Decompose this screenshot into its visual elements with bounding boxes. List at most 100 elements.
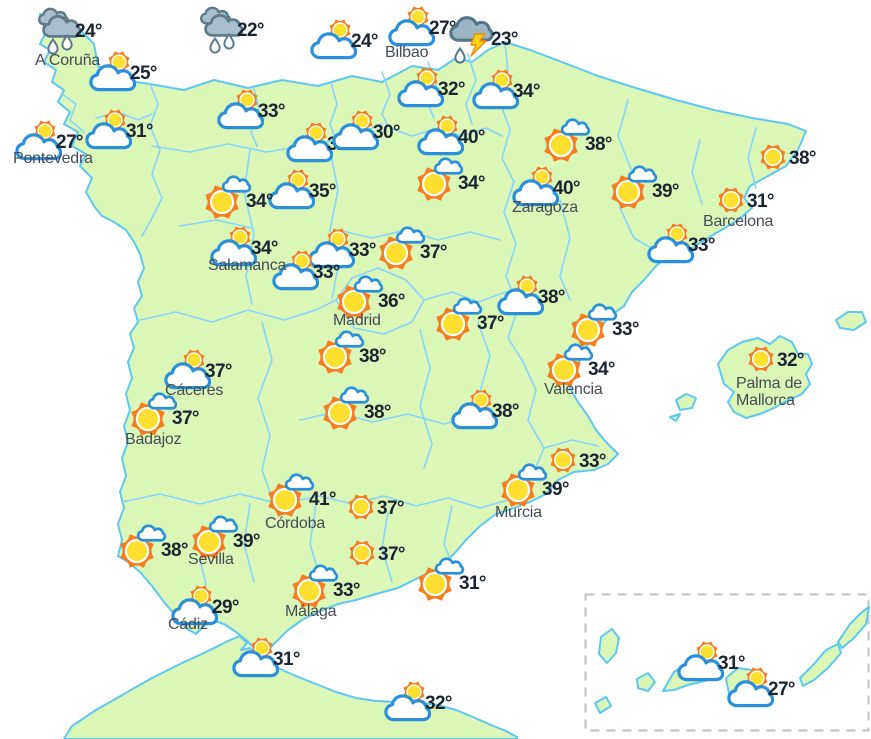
- weather-station: 38°: [309, 327, 387, 383]
- temperature-label: 31°: [273, 648, 301, 670]
- temperature-label: 39°: [233, 530, 261, 552]
- city-label: Málaga: [285, 603, 337, 620]
- city-label: A Coruña: [35, 52, 101, 69]
- weather-station: 38°: [111, 521, 189, 577]
- temperature-label: 37°: [377, 497, 405, 519]
- temperature-label: 32°: [425, 692, 453, 714]
- temperature-label: 32°: [438, 78, 466, 100]
- temperature-label: 38°: [492, 400, 520, 422]
- temperature-label: 38°: [359, 345, 387, 367]
- city-label: Madrid: [333, 312, 381, 329]
- temperature-label: 33°: [688, 234, 716, 256]
- mostly-sunny-icon: [370, 223, 426, 279]
- weather-station: 32°: [396, 64, 466, 112]
- mostly-sunny-icon: [535, 115, 591, 171]
- sun-cloud-icon: [84, 106, 132, 154]
- city-label: Barcelona: [703, 213, 774, 230]
- mostly-sunny-icon: [408, 154, 464, 210]
- weather-station: 39°: [183, 512, 261, 568]
- sun-cloud-icon: [646, 220, 694, 268]
- temperature-label: 40°: [553, 177, 581, 199]
- sun-cloud-icon: [267, 166, 315, 214]
- temperature-label: 31°: [747, 190, 775, 212]
- sun-cloud-icon: [231, 634, 279, 682]
- sun-cloud-icon: [216, 86, 264, 134]
- temperature-label: 29°: [212, 596, 240, 618]
- weather-station: 34°: [408, 154, 486, 210]
- sun-cloud-icon: [170, 582, 218, 630]
- temperature-label: 33°: [612, 318, 640, 340]
- rain-icon: [197, 4, 243, 54]
- temperature-label: 33°: [333, 579, 361, 601]
- sunny-icon: [739, 337, 783, 381]
- weather-station: 32°: [739, 337, 805, 381]
- mostly-sunny-icon: [538, 340, 594, 396]
- weather-station: 37°: [163, 346, 233, 394]
- weather-station: 35°: [267, 166, 337, 214]
- city-label: Salamanca: [208, 257, 287, 274]
- sun-cloud-icon: [511, 163, 559, 211]
- sunny-icon: [339, 485, 383, 529]
- city-label: Murcia: [495, 504, 542, 521]
- sun-cloud-icon: [383, 678, 431, 726]
- weather-station: 31°: [409, 554, 487, 610]
- temperature-label: 38°: [538, 286, 566, 308]
- sun-cloud-icon: [285, 119, 333, 167]
- weather-station: 31°: [231, 634, 301, 682]
- weather-station: 38°: [535, 115, 613, 171]
- city-label: Bilbao: [385, 44, 429, 61]
- weather-station: 37°: [122, 389, 200, 445]
- mostly-sunny-icon: [562, 300, 618, 356]
- balearic-islands: [669, 311, 867, 422]
- weather-station: 31°: [676, 638, 746, 686]
- temperature-label: 34°: [458, 172, 486, 194]
- weather-station: 34°: [209, 223, 279, 271]
- temperature-label: 38°: [161, 539, 189, 561]
- temperature-label: 34°: [588, 358, 616, 380]
- weather-station: 37°: [340, 531, 406, 575]
- weather-station: 27°: [387, 3, 457, 51]
- temperature-label: 31°: [718, 652, 746, 674]
- mostly-sunny-icon: [196, 172, 252, 228]
- sun-cloud-icon: [307, 225, 355, 273]
- weather-station: 33°: [646, 220, 716, 268]
- temperature-label: 34°: [251, 237, 279, 259]
- sun-cloud-icon: [396, 64, 444, 112]
- weather-station: 30°: [331, 107, 401, 155]
- temperature-label: 33°: [313, 261, 341, 283]
- sun-cloud-icon: [163, 346, 211, 394]
- weather-station: 37°: [339, 485, 405, 529]
- temperature-label: 37°: [172, 407, 200, 429]
- weather-station: 33°: [541, 438, 607, 482]
- weather-station: 34°: [538, 340, 616, 396]
- sun-cloud-icon: [471, 66, 519, 114]
- temperature-label: 39°: [542, 478, 570, 500]
- sun-cloud-icon: [209, 223, 257, 271]
- sunny-icon: [541, 438, 585, 482]
- sunny-icon: [709, 178, 753, 222]
- temperature-label: 24°: [351, 30, 379, 52]
- weather-station: 33°: [562, 300, 640, 356]
- weather-station: 24°: [309, 16, 379, 64]
- mostly-sunny-icon: [309, 327, 365, 383]
- temperature-label: 37°: [420, 241, 448, 263]
- temperature-label: 38°: [789, 147, 817, 169]
- sunny-icon: [751, 135, 795, 179]
- temperature-label: 22°: [237, 19, 265, 41]
- weather-station: 24°: [35, 5, 103, 55]
- weather-station: 31°: [709, 178, 775, 222]
- city-label: Valencia: [544, 381, 603, 398]
- mostly-sunny-icon: [111, 521, 167, 577]
- city-label: Cáceres: [165, 382, 224, 399]
- mostly-sunny-icon: [259, 470, 315, 526]
- weather-station: 33°: [283, 561, 361, 617]
- weather-station: 38°: [450, 386, 520, 434]
- temperature-label: 31°: [126, 120, 154, 142]
- temperature-label: 24°: [75, 20, 103, 42]
- temperature-label: 38°: [585, 133, 613, 155]
- sun-cloud-icon: [450, 386, 498, 434]
- weather-station: 33°: [216, 86, 286, 134]
- mostly-sunny-icon: [409, 554, 465, 610]
- weather-station: 23°: [447, 12, 519, 64]
